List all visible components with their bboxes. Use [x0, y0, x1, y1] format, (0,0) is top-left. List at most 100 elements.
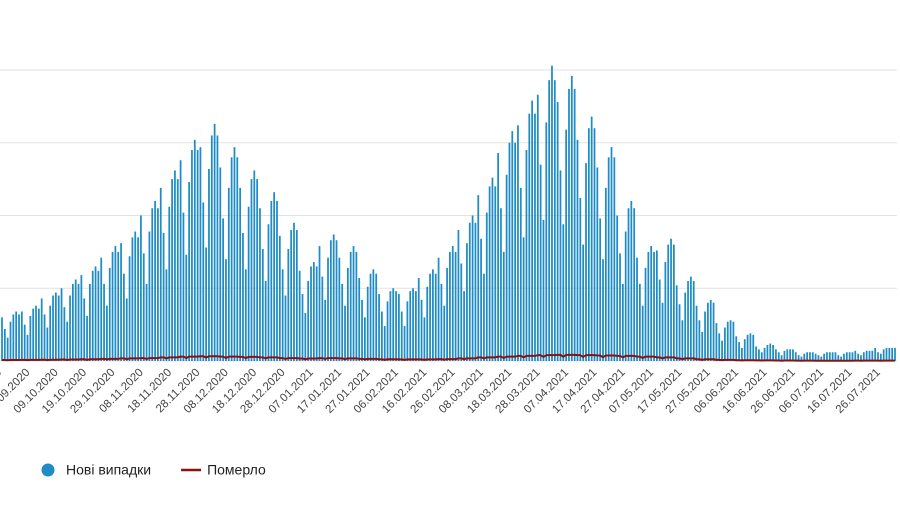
legend: Нові випадки Померло	[41, 462, 266, 478]
bar	[834, 352, 837, 361]
bar	[392, 288, 395, 361]
bar	[134, 231, 137, 361]
bar	[443, 305, 446, 361]
bar	[193, 139, 196, 361]
bar	[417, 278, 420, 361]
bar	[449, 251, 451, 361]
bar	[18, 314, 20, 361]
bar	[797, 355, 800, 361]
bar	[854, 350, 857, 361]
bar	[840, 356, 843, 361]
bar	[29, 315, 32, 361]
bar	[826, 352, 828, 361]
bar	[159, 187, 162, 361]
bar	[216, 135, 219, 361]
bar	[542, 219, 545, 361]
bar	[559, 170, 562, 361]
bar	[327, 257, 329, 361]
bar	[171, 179, 173, 361]
bar	[77, 283, 80, 361]
bar	[621, 283, 624, 361]
bar	[641, 305, 644, 361]
bar	[196, 150, 199, 361]
bar	[52, 295, 54, 361]
bar	[250, 179, 253, 361]
bar	[511, 131, 514, 361]
bar	[517, 125, 519, 361]
bar	[488, 186, 491, 361]
bar	[242, 232, 244, 361]
bar	[307, 280, 310, 361]
bar	[437, 257, 440, 361]
bar	[103, 283, 105, 361]
bar	[857, 353, 860, 361]
bar	[556, 102, 559, 361]
bar	[602, 259, 604, 361]
bar	[412, 288, 414, 361]
bar	[349, 251, 352, 361]
bar	[383, 326, 386, 361]
bar	[823, 353, 826, 361]
bar	[264, 280, 267, 361]
bar	[729, 320, 732, 361]
bar	[690, 276, 692, 361]
bar	[658, 279, 661, 361]
bar	[244, 269, 247, 361]
bar	[321, 276, 324, 361]
bar	[780, 355, 783, 361]
bar	[562, 224, 565, 361]
x-axis: 19.09.202029.09.202009.10.202019.10.2020…	[0, 367, 883, 416]
bar	[636, 257, 638, 361]
bar	[480, 238, 482, 361]
bar	[885, 347, 888, 361]
bar	[213, 123, 216, 362]
line	[2, 353, 895, 362]
bar	[358, 278, 361, 361]
bar	[494, 186, 497, 361]
bar	[539, 164, 542, 361]
bar	[485, 212, 488, 361]
bar	[709, 299, 712, 361]
bar	[570, 75, 573, 361]
bar	[151, 208, 154, 361]
bar	[83, 298, 86, 361]
bar	[26, 334, 29, 361]
bar	[667, 244, 670, 361]
bar	[142, 253, 145, 361]
bar	[806, 352, 808, 361]
bar	[888, 347, 891, 361]
bar	[760, 352, 763, 361]
bar	[545, 122, 548, 361]
bar	[3, 328, 6, 361]
bar	[267, 224, 270, 361]
bar	[792, 349, 794, 361]
bar	[534, 113, 536, 362]
bar	[675, 285, 678, 361]
bar	[775, 349, 777, 361]
bar	[721, 340, 723, 361]
bar	[247, 206, 250, 361]
bar	[208, 168, 210, 361]
bar	[1, 317, 3, 361]
bar	[440, 283, 443, 361]
bar	[100, 257, 103, 361]
bar	[477, 195, 480, 361]
bar	[672, 244, 675, 361]
bar	[434, 273, 437, 361]
bar	[230, 157, 233, 361]
bar	[644, 267, 647, 361]
bar	[332, 234, 335, 361]
bar	[536, 94, 539, 362]
bar	[301, 294, 304, 361]
bar	[415, 291, 417, 361]
bar	[66, 321, 69, 361]
bar	[619, 253, 621, 361]
bar	[891, 347, 894, 361]
bar	[168, 206, 171, 361]
bar	[772, 344, 774, 361]
bar	[828, 352, 831, 361]
bar	[276, 200, 278, 361]
bar	[777, 352, 780, 361]
